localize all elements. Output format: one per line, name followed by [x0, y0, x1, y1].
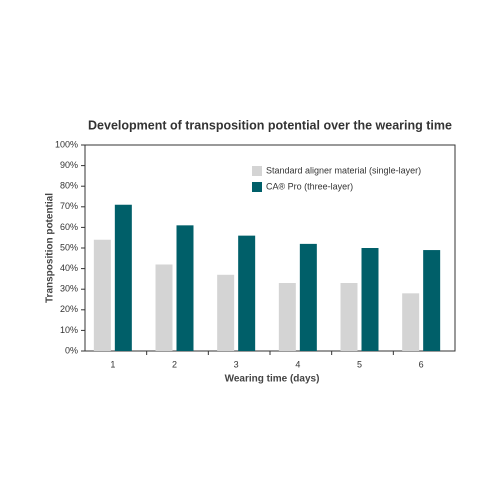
- y-tick-label: 0%: [65, 345, 78, 355]
- legend-swatch: [252, 166, 262, 176]
- y-axis-label: Transposition potential: [45, 193, 56, 303]
- bar: [423, 250, 441, 351]
- bar: [361, 248, 379, 351]
- y-tick-label: 100%: [55, 139, 78, 149]
- bar: [93, 239, 111, 351]
- x-tick-label: 2: [172, 359, 177, 369]
- bar: [114, 204, 132, 351]
- x-tick-label: 5: [357, 359, 362, 369]
- y-tick-label: 40%: [60, 263, 78, 273]
- y-tick-label: 80%: [60, 181, 78, 191]
- y-tick-label: 20%: [60, 304, 78, 314]
- bar: [238, 235, 256, 351]
- chart-title: Development of transposition potential o…: [88, 118, 452, 132]
- bar: [299, 243, 317, 351]
- bar: [340, 283, 358, 351]
- y-tick-label: 50%: [60, 242, 78, 252]
- y-tick-label: 60%: [60, 222, 78, 232]
- bar: [278, 283, 296, 351]
- legend-label: Standard aligner material (single-layer): [266, 165, 421, 175]
- plot-frame: [84, 144, 456, 352]
- x-tick-label: 6: [419, 359, 424, 369]
- y-tick-label: 90%: [60, 160, 78, 170]
- x-tick-label: 1: [110, 359, 115, 369]
- y-tick-label: 10%: [60, 325, 78, 335]
- bar: [402, 293, 420, 351]
- legend-swatch: [252, 182, 262, 192]
- y-tick-label: 70%: [60, 201, 78, 211]
- x-tick-label: 4: [295, 359, 300, 369]
- bar: [176, 225, 194, 351]
- bar: [217, 274, 235, 351]
- bar: [155, 264, 173, 351]
- x-tick-label: 3: [234, 359, 239, 369]
- x-axis-label: Wearing time (days): [225, 374, 320, 385]
- legend-label: CA® Pro (three-layer): [266, 181, 353, 191]
- y-tick-label: 30%: [60, 284, 78, 294]
